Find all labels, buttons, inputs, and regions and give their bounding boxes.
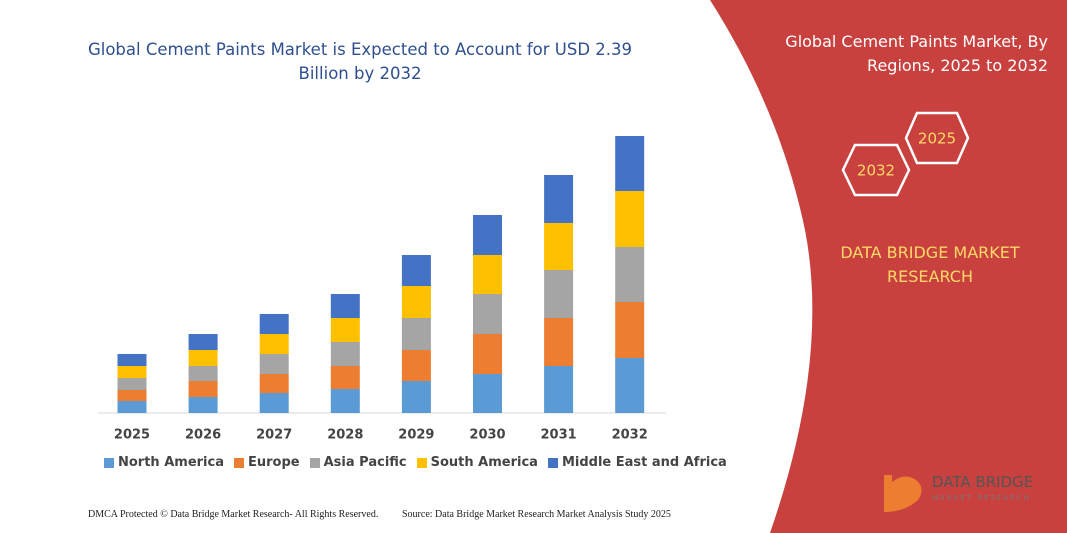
x-tick-label: 2031 [541,428,577,443]
hexagon [841,143,911,197]
legend-swatch [547,457,558,468]
x-tick-label: 2029 [398,428,434,443]
bar-segment [188,397,218,413]
bar-segment [473,374,502,413]
bar-segment [259,314,289,334]
bar-segment [259,393,289,413]
x-tick-label: 2027 [256,428,292,443]
footer-right: Source: Data Bridge Market Research Mark… [402,509,671,520]
bar-segment [259,334,289,354]
bar-segment [401,350,431,381]
legend-item: Asia Pacific [309,455,407,470]
legend-item: South America [416,455,538,470]
bar-segment [259,354,289,374]
hexagon [904,111,970,165]
x-tick-label: 2026 [185,428,221,443]
footer-left: DMCA Protected © Data Bridge Market Rese… [88,509,379,520]
legend-swatch [416,457,427,468]
bar-segment [330,366,360,389]
bar-segment [473,334,502,374]
bar-segment [117,366,147,378]
bar-segment [117,354,147,366]
legend: North America Europe Asia Pacific South Ame… [104,455,727,470]
hexagon-label: 2032 [857,162,895,180]
bar-segment [615,302,645,358]
legend-item: North America [104,455,224,470]
brand: DATA BRIDGE MARKET RESEARCH [840,243,1020,286]
legend-swatch [104,457,114,468]
bar-segment [401,381,431,413]
legend-label: North America [118,455,224,470]
x-tick-label: 2030 [469,428,505,443]
bar-segment [401,318,431,350]
bar-segment [544,270,574,318]
logo-tagline: MARKET RESEARCH [932,494,1031,502]
bar-segment [544,366,574,413]
bar-segment [330,294,360,318]
legend-label: Asia Pacific [323,455,407,470]
bar-segment [473,294,502,334]
bar-segment [473,215,502,255]
bar-segment [401,286,431,318]
logo-name: DATA BRIDGE [932,473,1033,491]
bar-segment [615,358,645,413]
red-panel [710,0,1067,533]
bar-segment [473,255,502,294]
bar-segment [188,366,218,381]
bar-segment [401,255,431,286]
bar-segment [615,191,645,247]
bar-segment [330,389,360,413]
bar-segment [615,247,645,302]
bar-segment [117,390,147,401]
legend-label: Middle East and Africa [561,455,727,470]
legend-swatch [234,457,244,468]
bar-segment [188,334,218,350]
panel-title: Global Cement Paints Market, By Regions,… [785,32,1048,75]
logo-icon [884,475,922,512]
legend-label: South America [430,455,538,470]
bar-segment [117,401,147,413]
bar-segment [615,136,645,191]
bar-segment [544,175,574,223]
bar-segment [330,342,360,366]
legend-item: Middle East and Africa [547,455,727,470]
bar-segment [544,223,574,270]
legend-label: Europe [248,455,300,470]
bar-segment [117,378,147,390]
legend-swatch [309,457,320,468]
chart-title: Global Cement Paints Market is Expected … [87,40,633,83]
legend-item: Europe [234,455,300,470]
x-tick-label: 2028 [327,428,363,443]
hexagon-label: 2025 [918,130,956,148]
x-tick-label: 2032 [612,428,648,443]
bar-segment [188,350,218,366]
x-tick-label: 2025 [114,428,150,443]
bar-segment [330,318,360,342]
bar-segment [188,381,218,397]
bar-segment [259,374,289,393]
bar-segment [544,318,574,366]
